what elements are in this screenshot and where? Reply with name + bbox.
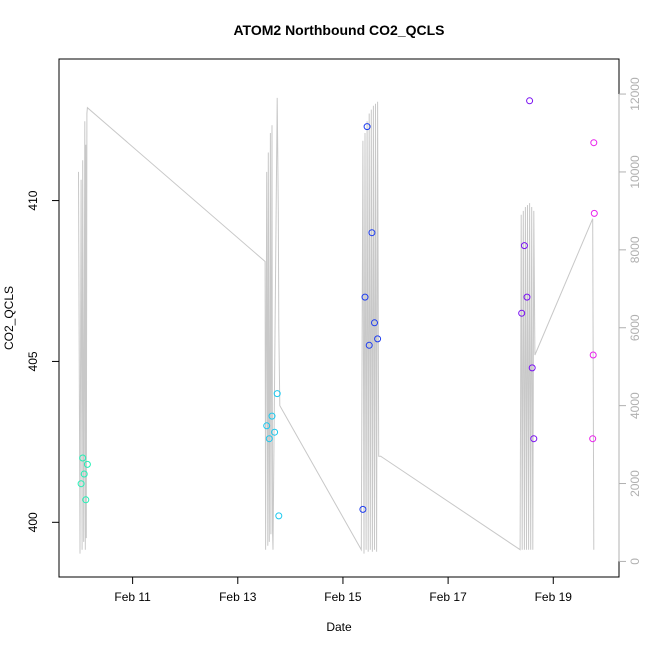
x-tick-label: Feb 11 (114, 590, 151, 604)
data-point (359, 505, 367, 513)
data-point (526, 97, 534, 105)
y2-tick-label: 8000 (628, 236, 642, 263)
y2-tick-label: 6000 (628, 314, 642, 341)
y2-tick-label: 10000 (628, 155, 642, 189)
data-point (83, 460, 91, 468)
data-point (80, 470, 88, 478)
data-point (271, 428, 279, 436)
data-point (520, 242, 528, 250)
y2-tick-label: 12000 (628, 77, 642, 111)
data-point (374, 335, 382, 343)
data-point (268, 412, 276, 420)
data-point (363, 123, 371, 131)
data-point (589, 351, 597, 359)
y-tick-label: 400 (26, 512, 40, 532)
data-point (79, 454, 87, 462)
y2-tick-label: 4000 (628, 392, 642, 419)
altitude-trace-line (78, 97, 595, 554)
x-tick-label: Feb 13 (219, 590, 257, 604)
data-point (518, 309, 526, 317)
plot-layer (77, 97, 598, 554)
y-tick-label: 410 (26, 190, 40, 210)
data-point (77, 480, 85, 488)
data-point (263, 422, 271, 430)
axis-layer: Feb 11 Feb 13 Feb 15 Feb 17 Feb 19 400 405 410 0… (26, 77, 642, 604)
data-point (361, 293, 369, 301)
x-tick-label: Feb 19 (535, 590, 573, 604)
chart-title: ATOM2 Northbound CO2_QCLS (233, 22, 444, 38)
data-point (273, 390, 281, 398)
data-point (590, 139, 598, 147)
data-point (371, 319, 378, 327)
data-point (82, 496, 90, 504)
y-tick-label: 405 (26, 351, 40, 371)
data-point (590, 209, 598, 217)
data-point (368, 229, 376, 237)
data-point (589, 435, 597, 443)
data-point (528, 364, 536, 372)
data-point (523, 293, 531, 301)
data-point (265, 435, 273, 443)
y2-tick-label: 2000 (628, 470, 642, 497)
x-tick-label: Feb 15 (324, 590, 362, 604)
data-point (530, 435, 538, 443)
y2-tick-label: 0 (628, 558, 642, 565)
x-tick-label: Feb 17 (429, 590, 467, 604)
y-axis-label: CO2_QCLS (2, 286, 16, 350)
data-point (275, 512, 283, 520)
x-axis-label: Date (326, 620, 352, 634)
data-point (365, 341, 373, 349)
